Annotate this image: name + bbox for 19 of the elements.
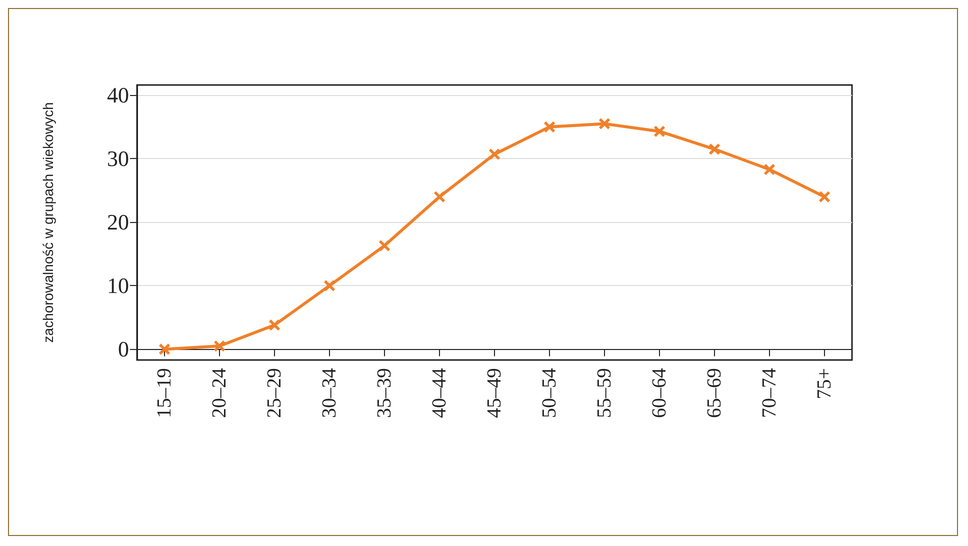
x-tick-label: 60–64 xyxy=(648,368,670,418)
x-tick-label: 20–24 xyxy=(208,368,230,418)
x-tick-label: 45–49 xyxy=(484,368,506,418)
y-tick-label: 0 xyxy=(118,336,129,362)
x-tick-label: 15–19 xyxy=(154,368,176,418)
y-tick-label: 30 xyxy=(107,146,129,172)
x-tick-label: 30–34 xyxy=(318,368,340,418)
x-tick-label: 25–29 xyxy=(264,368,286,418)
x-tick-label: 35–39 xyxy=(374,368,396,418)
y-tick-label: 40 xyxy=(107,82,129,108)
x-tick-label: 65–69 xyxy=(704,368,726,418)
x-tick-label: 50–54 xyxy=(538,368,560,418)
x-tick-label: 75+ xyxy=(814,368,836,400)
y-axis-title: zachorowalność w grupach wiekowych xyxy=(40,102,56,343)
x-tick-label: 70–74 xyxy=(758,368,780,418)
x-tick-label: 55–59 xyxy=(594,368,616,418)
x-tick-label: 40–44 xyxy=(428,368,450,418)
y-tick-label: 10 xyxy=(107,273,129,298)
y-tick-label: 20 xyxy=(107,210,129,235)
